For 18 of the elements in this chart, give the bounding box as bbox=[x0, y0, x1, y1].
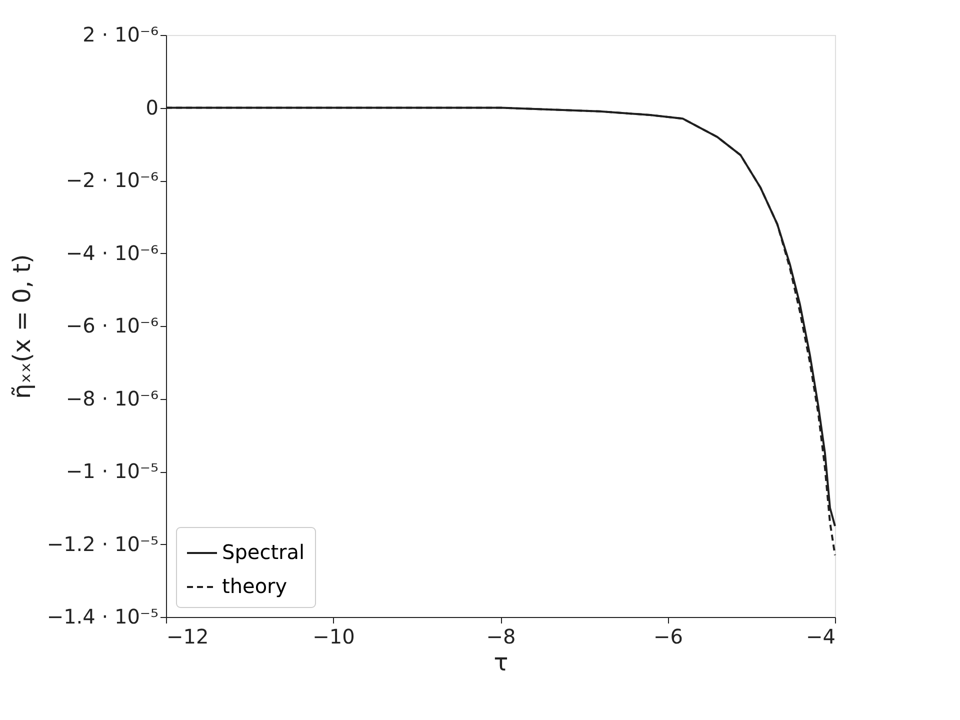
y-tick-label: −8 · 10⁻⁶ bbox=[66, 386, 158, 410]
y-tick-label: −4 · 10⁻⁶ bbox=[66, 240, 158, 265]
x-tick-label: −12 bbox=[166, 624, 209, 648]
x-tick-label: −10 bbox=[312, 624, 355, 648]
y-tick-label: −1.2 · 10⁻⁵ bbox=[46, 532, 158, 556]
x-axis-title: τ bbox=[494, 648, 508, 676]
legend-label: theory bbox=[222, 574, 288, 598]
y-tick-label: −6 · 10⁻⁶ bbox=[66, 314, 158, 338]
x-tick-label: −8 bbox=[486, 624, 516, 648]
y-tick-label: −2 · 10⁻⁶ bbox=[66, 168, 158, 192]
x-tick-label: −4 bbox=[806, 624, 836, 648]
y-tick-label: −1.4 · 10⁻⁵ bbox=[46, 604, 158, 628]
y-tick-label: 0 bbox=[146, 95, 158, 120]
y-axis-title: η̃ₓₓ(x = 0, t) bbox=[8, 254, 36, 399]
y-tick-label: 2 · 10⁻⁶ bbox=[82, 22, 158, 46]
x-tick-label: −6 bbox=[654, 624, 683, 648]
legend-label: Spectral bbox=[222, 540, 305, 564]
y-tick-label: −1 · 10⁻⁵ bbox=[66, 459, 158, 483]
